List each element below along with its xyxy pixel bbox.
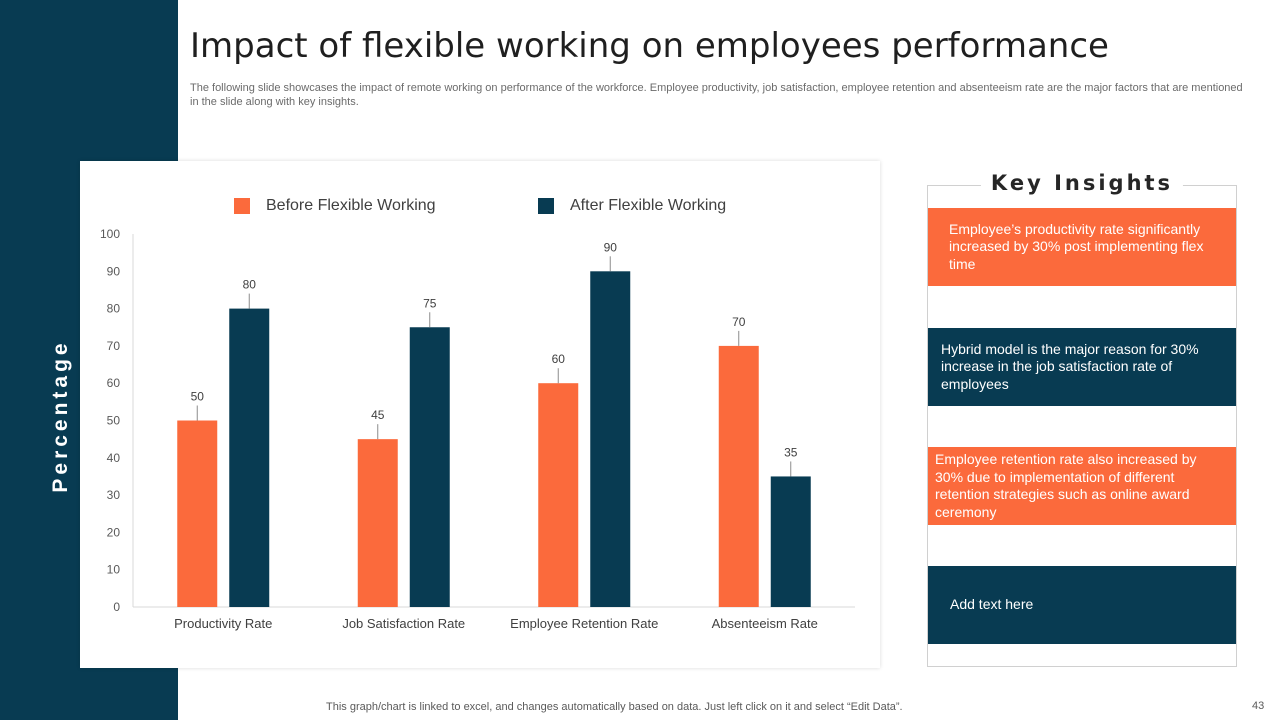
legend-label-before: Before Flexible Working [266, 197, 436, 214]
data-label: 90 [604, 240, 618, 254]
chart-card[interactable]: Before Flexible Working After Flexible W… [80, 161, 880, 668]
key-insights-title: Key Insights [980, 171, 1184, 195]
insight-text-4: Add text here [950, 596, 1034, 613]
x-tick-label: Job Satisfaction Rate [342, 616, 465, 631]
page-subtitle: The following slide showcases the impact… [190, 82, 1243, 108]
x-tick-label: Productivity Rate [174, 616, 272, 631]
y-tick-label: 80 [107, 302, 121, 316]
bar [409, 327, 450, 607]
y-tick-label: 50 [107, 414, 121, 428]
y-tick-label: 0 [113, 600, 120, 614]
bar [177, 420, 218, 607]
legend-swatch-after [538, 198, 554, 214]
x-tick-label: Absenteeism Rate [712, 616, 818, 631]
insight-box-3[interactable]: Employee retention rate also increased b… [928, 447, 1236, 525]
bar-chart[interactable]: 0 10 20 30 40 50 60 70 80 90 100 Productivity Rate 5… [80, 161, 880, 668]
insight-box-1[interactable]: Employee’s productivity rate significant… [928, 208, 1236, 286]
y-tick-label: 60 [107, 376, 121, 390]
data-label: 35 [784, 445, 798, 459]
insight-box-2[interactable]: Hybrid model is the major reason for 30%… [928, 328, 1236, 406]
y-tick-label: 100 [100, 227, 120, 241]
y-tick-label: 70 [107, 339, 121, 353]
data-label: 45 [371, 408, 385, 422]
data-label: 75 [423, 296, 437, 310]
legend-label-after: After Flexible Working [570, 197, 727, 214]
bar [770, 476, 811, 607]
y-tick-label: 90 [107, 264, 121, 278]
key-insights-panel: Key Insights Employee’s productivity rat… [927, 171, 1237, 667]
y-tick-label: 40 [107, 451, 121, 465]
y-tick-label: 20 [107, 525, 121, 539]
footer-note: This graph/chart is linked to excel, and… [326, 701, 903, 713]
x-tick-label: Employee Retention Rate [510, 616, 658, 631]
bar [357, 439, 398, 607]
page-title: Impact of flexible working on employees … [190, 26, 1109, 66]
insight-text-2: Hybrid model is the major reason for 30%… [941, 340, 1199, 392]
insight-box-4[interactable]: Add text here [928, 566, 1236, 644]
data-label: 60 [552, 352, 566, 366]
bar [538, 383, 579, 607]
y-axis-title: Percentage [49, 339, 72, 493]
bar [718, 345, 759, 607]
data-label: 50 [191, 390, 205, 404]
legend-item-after: After Flexible Working [538, 197, 726, 215]
insight-text-3: Employee retention rate also increased b… [935, 451, 1197, 520]
bar [590, 271, 631, 607]
bar [229, 308, 270, 607]
data-label: 70 [732, 315, 746, 329]
page-number: 43 [1252, 700, 1265, 712]
y-tick-label: 30 [107, 488, 121, 502]
data-label: 80 [243, 278, 257, 292]
insight-text-1: Employee’s productivity rate significant… [949, 220, 1204, 272]
legend-item-before: Before Flexible Working [234, 197, 436, 215]
y-tick-label: 10 [107, 563, 121, 577]
legend-swatch-before [234, 198, 250, 214]
